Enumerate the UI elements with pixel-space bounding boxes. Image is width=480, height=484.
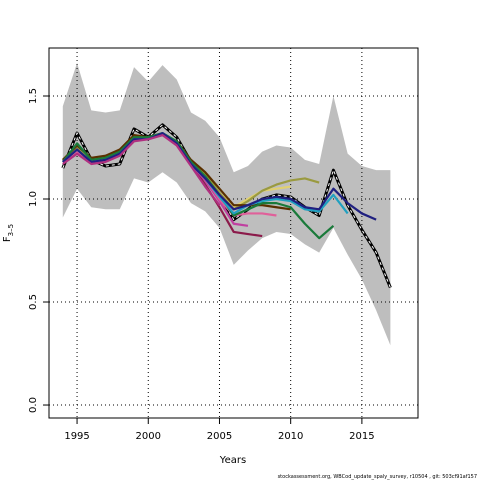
y-tick-label: 1.5 [28,88,39,104]
x-axis-label: Years [219,455,246,466]
y-tick-label: 0.0 [28,397,39,413]
x-tick-label: 2000 [136,431,161,442]
x-tick-label: 1995 [64,431,89,442]
x-tick-label: 2010 [278,431,303,442]
y-axis-label-sub: 3–5 [7,224,15,236]
footnote: stockassessment.org, WBCod_update_spaly_… [278,474,477,480]
y-axis-label-main: F [2,236,13,242]
y-tick-label: 1.0 [28,191,39,207]
x-tick-label: 2005 [207,431,232,442]
y-tick-label: 0.5 [28,294,39,310]
series-line [61,131,335,240]
plot-frame [48,47,419,419]
series-line [62,131,377,221]
series-line [62,134,221,206]
y-axis-label: F3–5 [2,224,15,242]
x-tick-label: 2015 [349,431,374,442]
